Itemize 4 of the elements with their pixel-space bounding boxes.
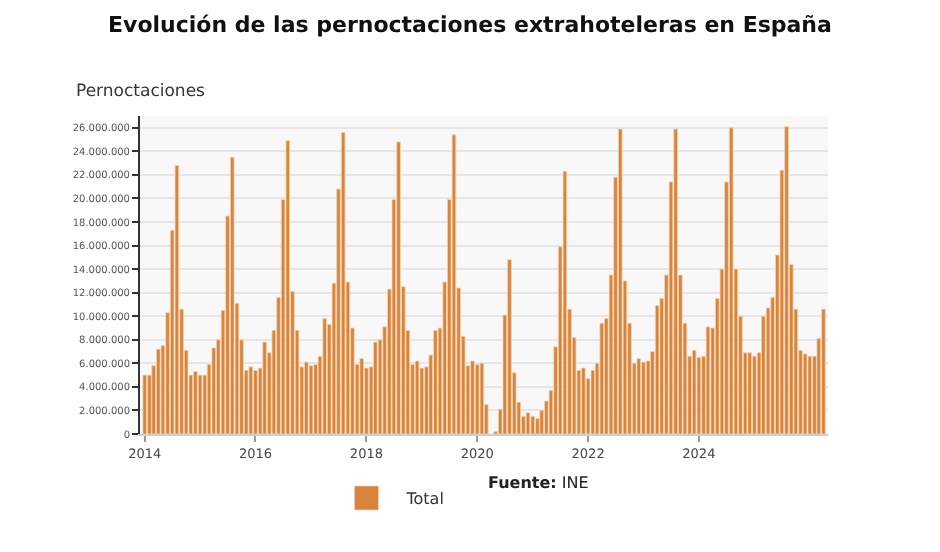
chart-title: Evolución de las pernoctaciones extrahoteleras en España bbox=[108, 11, 832, 38]
legend-label: Total bbox=[404, 490, 444, 509]
y-axis-title: Pernoctaciones bbox=[76, 82, 207, 102]
source-note: Fuente: INE bbox=[488, 474, 589, 492]
